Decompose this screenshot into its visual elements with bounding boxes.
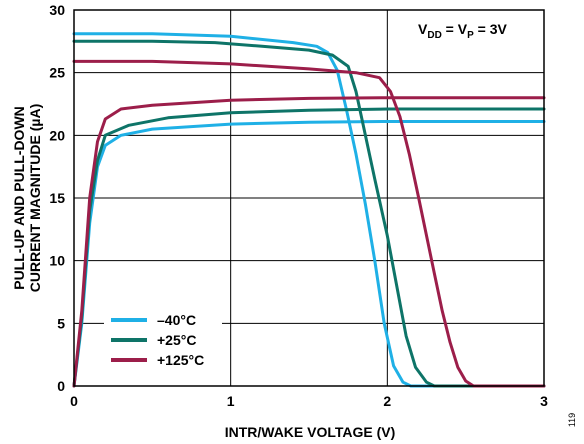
series-layer — [72, 32, 546, 388]
anno-p-subscript: P — [467, 30, 474, 41]
y-axis-label-line2: CURRENT MAGNITUDE (µA) — [27, 104, 43, 293]
annotation-box — [408, 15, 538, 41]
series-2-pullup-line — [72, 59, 546, 388]
legend-label-1: +25°C — [157, 332, 196, 348]
y-tick-label-4: 20 — [49, 127, 65, 143]
anno-eq2: = 3V — [474, 21, 508, 37]
x-tick-label-1: 1 — [227, 393, 235, 409]
series-1-pullup-line — [72, 39, 546, 388]
y-tick-label-1: 5 — [57, 315, 65, 331]
y-tick-label-0: 0 — [57, 378, 65, 394]
series-2-pulldown-line — [72, 96, 546, 388]
y-axis-label-line1: PULL-UP AND PULL-DOWN — [11, 106, 27, 290]
legend-label-2: +125°C — [157, 352, 204, 368]
x-tick-label-0: 0 — [70, 393, 78, 409]
x-axis-label: INTR/WAKE VOLTAGE (V) — [225, 424, 396, 440]
x-tick-label-3: 3 — [540, 393, 548, 409]
series-0-pullup-line — [72, 32, 546, 388]
y-tick-label-6: 30 — [49, 2, 65, 18]
legend-label-0: –40°C — [157, 312, 196, 328]
anno-dd-subscript: DD — [427, 30, 441, 41]
supply-voltage-annotation: VDD = VP = 3V — [418, 21, 508, 41]
y-tick-label-2: 10 — [49, 253, 65, 269]
plot-frame — [73, 9, 545, 387]
x-tick-label-2: 2 — [383, 393, 391, 409]
anno-eq1: = V — [442, 21, 468, 37]
y-tick-labels: 0 5 10 15 20 25 30 — [49, 2, 65, 394]
anno-v: V — [418, 21, 428, 37]
y-tick-label-3: 15 — [49, 190, 65, 206]
y-tick-label-5: 25 — [49, 65, 65, 81]
figure-id: 119 — [567, 413, 577, 427]
x-tick-labels: 0 1 2 3 — [70, 393, 548, 409]
legend: –40°C +25°C +125°C — [104, 306, 222, 370]
